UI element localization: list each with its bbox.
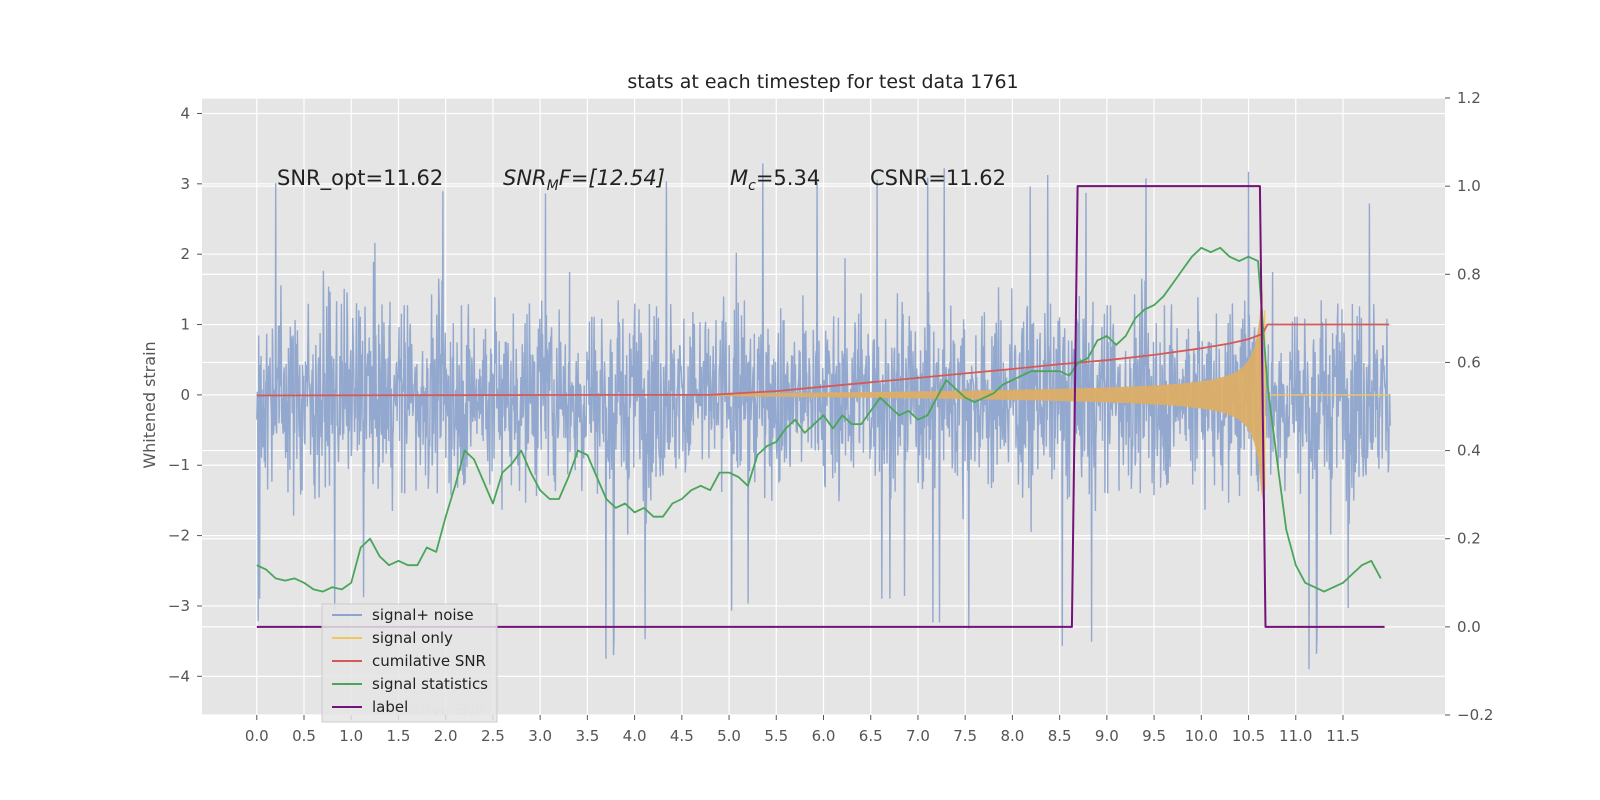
y-tick-label: 2 <box>180 245 190 263</box>
x-tick-label: 7.0 <box>906 727 930 745</box>
axis-ticks: 0.0 0.5 1.0 1.5 2.0 2.5 3.0 3.5 4.0 4.5 5.0 5.5 6.0 6… <box>168 89 1494 745</box>
x-tick-label: 10.0 <box>1185 727 1218 745</box>
y-tick-label: 3 <box>180 175 190 193</box>
y-tick-label: −2 <box>168 527 190 545</box>
y2-tick-label: 1.2 <box>1457 89 1481 107</box>
x-tick-label: 11.0 <box>1279 727 1312 745</box>
x-tick-label: 9.5 <box>1142 727 1166 745</box>
y2-tick-label: −0.2 <box>1457 706 1493 724</box>
y-tick-label: 1 <box>180 316 190 334</box>
x-tick-label: 2.5 <box>481 727 505 745</box>
cumilative-snr-line <box>256 323 1390 397</box>
legend-label: label <box>372 698 408 716</box>
label-line <box>256 185 1385 628</box>
x-tick-label: 3.5 <box>575 727 599 745</box>
x-tick-label: 3.0 <box>528 727 552 745</box>
x-tick-label: 9.0 <box>1095 727 1119 745</box>
annotation-snr-opt: SNR_opt=11.62 <box>277 166 443 191</box>
y2-tick-label: 1.0 <box>1457 177 1481 195</box>
annotations: SNR_opt=11.62 SNRMF=[12.54] Mc=5.34 CSNR… <box>277 166 1006 194</box>
x-tick-label: 6.5 <box>859 727 883 745</box>
annotation-csnr: CSNR=11.62 <box>870 166 1006 190</box>
x-tick-label: 2.0 <box>434 727 458 745</box>
x-tick-label: 8.5 <box>1048 727 1072 745</box>
y2-tick-label: 0.4 <box>1457 442 1481 460</box>
chart-title: stats at each timestep for test data 176… <box>627 71 1018 93</box>
y2-tick-label: 0.0 <box>1457 618 1481 636</box>
x-tick-label: 10.5 <box>1232 727 1265 745</box>
x-tick-label: 4.0 <box>623 727 647 745</box>
x-tick-label: 4.5 <box>670 727 694 745</box>
y-tick-label: −4 <box>168 667 190 685</box>
y2-tick-label: 0.2 <box>1457 530 1481 548</box>
y-tick-label: −3 <box>168 597 190 615</box>
legend-label: signal+ noise <box>372 606 474 624</box>
x-tick-label: 7.5 <box>953 727 977 745</box>
series-lines <box>256 185 1390 628</box>
x-tick-label: 8.0 <box>1000 727 1024 745</box>
legend-label: signal statistics <box>372 675 488 693</box>
legend-label: cumilative SNR <box>372 652 486 670</box>
x-tick-label: 5.0 <box>717 727 741 745</box>
y2-tick-label: 0.6 <box>1457 353 1481 371</box>
y-tick-label: −1 <box>168 456 190 474</box>
y-tick-label: 4 <box>180 104 190 122</box>
signal-statistics-line <box>256 246 1382 593</box>
legend-box <box>321 603 498 723</box>
x-tick-label: 6.0 <box>812 727 836 745</box>
x-tick-label: 0.5 <box>292 727 316 745</box>
x-tick-label: 11.5 <box>1326 727 1359 745</box>
y2-tick-label: 0.8 <box>1457 265 1481 283</box>
legend-label: signal only <box>372 629 453 647</box>
x-tick-label: 1.5 <box>387 727 411 745</box>
x-tick-label: 1.0 <box>339 727 363 745</box>
signal-only-fill <box>710 289 1263 501</box>
y-axis-title: Whitened strain <box>140 341 159 468</box>
legend: cumilative SNR signal+ noise signal only c… <box>321 603 498 723</box>
legend-items: signal+ noise signal only cumilative SNR si… <box>332 606 488 716</box>
annotation-mc: Mc=5.34 <box>730 166 820 194</box>
annotation-snr-mf: SNRMF=[12.54] <box>503 166 665 194</box>
y-tick-label: 0 <box>180 386 190 404</box>
x-tick-label: 0.0 <box>245 727 269 745</box>
x-tick-label: 5.5 <box>764 727 788 745</box>
